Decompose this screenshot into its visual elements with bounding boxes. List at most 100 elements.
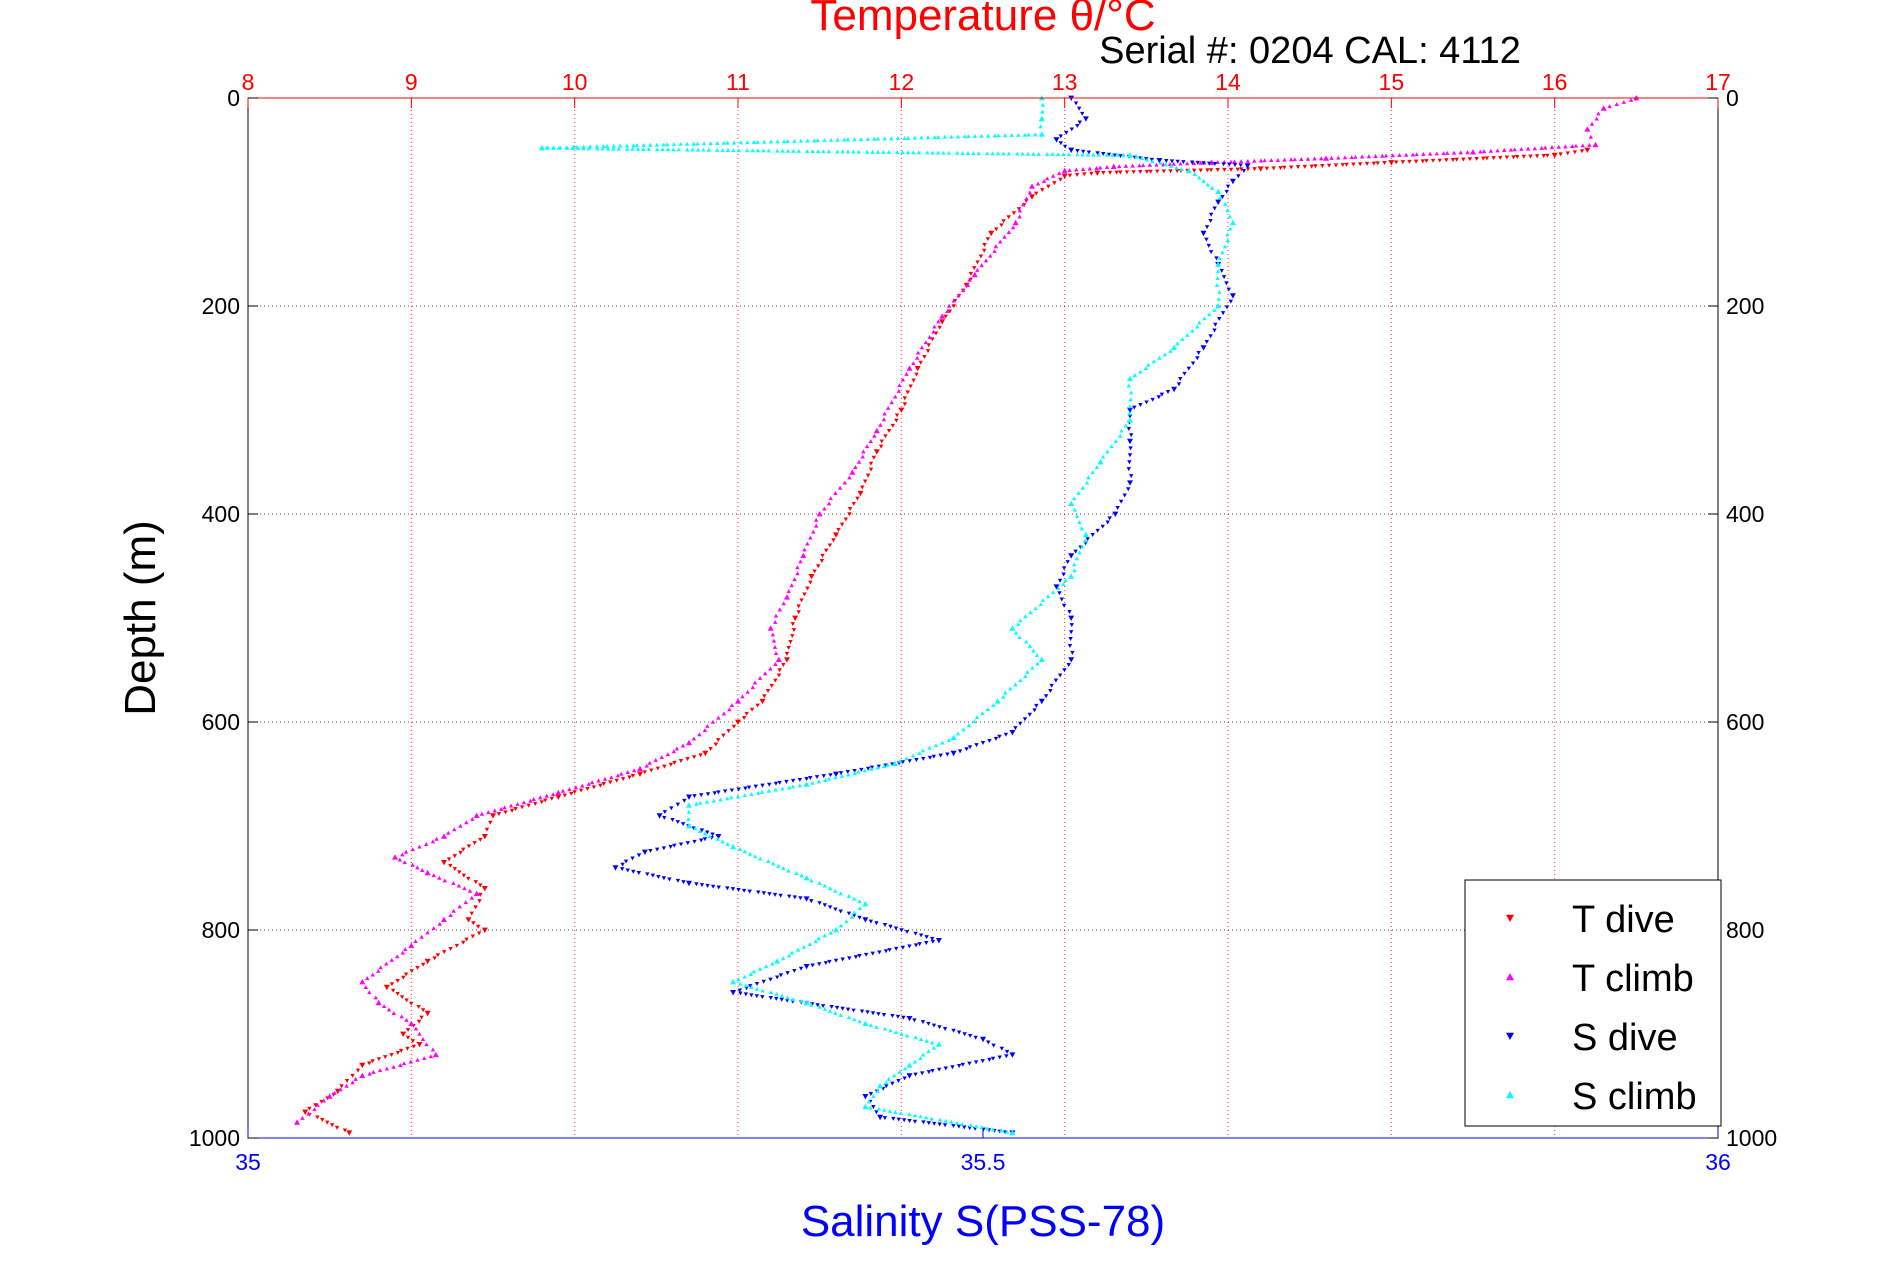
t-climb-marker <box>1556 144 1561 149</box>
t-dive-marker <box>415 965 420 970</box>
t-dive-marker <box>847 507 853 511</box>
s-climb-marker <box>1008 686 1013 691</box>
s-climb-marker <box>992 133 998 138</box>
s-dive-marker <box>827 959 832 964</box>
s-dive-marker <box>1061 572 1066 577</box>
s-climb-marker <box>882 1026 888 1031</box>
t-dive-marker <box>526 803 531 808</box>
t-dive-marker <box>672 760 677 765</box>
s-climb-marker <box>971 151 976 156</box>
t-dive-marker <box>1313 164 1318 169</box>
t-dive-marker <box>1579 149 1585 154</box>
s-climb-marker <box>923 1115 929 1120</box>
t-climb-point <box>735 698 741 704</box>
s-dive-marker <box>1226 287 1231 292</box>
t-climb-marker <box>680 743 686 748</box>
t-dive-marker <box>572 790 577 795</box>
s-dive-marker <box>902 1076 907 1081</box>
t-climb-marker <box>1336 155 1341 160</box>
s-climb-point <box>1127 152 1133 158</box>
t-dive-marker <box>715 738 721 743</box>
s-dive-marker <box>914 758 919 762</box>
s-climb-marker <box>925 135 931 140</box>
s-dive-marker <box>991 1043 996 1048</box>
s-climb-marker <box>1105 152 1110 157</box>
t-dive-marker <box>1400 160 1406 165</box>
s-dive-marker <box>895 1014 901 1019</box>
t-climb-marker <box>413 939 418 944</box>
t-dive-marker <box>448 946 453 951</box>
s-climb-marker <box>856 149 861 154</box>
s-climb-marker <box>725 148 731 152</box>
s-climb-marker <box>961 727 966 732</box>
t-dive-point <box>383 984 390 991</box>
t-dive-marker <box>446 857 452 862</box>
t-dive-marker <box>802 592 807 597</box>
s-climb-marker <box>1090 470 1095 475</box>
t-dive-marker <box>786 645 791 650</box>
t-dive-legend-marker <box>1506 914 1514 922</box>
s-climb-marker <box>980 711 985 716</box>
s-climb-marker <box>752 854 758 859</box>
s-dive-point <box>980 1036 986 1043</box>
s-climb-point <box>1009 625 1016 631</box>
s-dive-marker <box>942 1123 948 1128</box>
t-dive-marker <box>982 242 987 247</box>
s-dive-marker <box>737 988 743 993</box>
t-dive-marker <box>458 850 463 855</box>
t-dive-point <box>359 1062 366 1069</box>
s-climb-marker <box>1033 606 1038 611</box>
s-dive-point <box>862 1094 869 1100</box>
temperature-tick-label: 13 <box>1052 69 1078 95</box>
t-dive-marker <box>1046 184 1051 189</box>
s-climb-marker <box>882 1107 887 1112</box>
s-climb-marker <box>797 783 803 788</box>
t-dive-marker <box>1058 177 1063 182</box>
t-climb-marker <box>1366 154 1372 159</box>
s-climb-marker <box>1022 132 1028 137</box>
t-climb-marker <box>795 565 800 570</box>
t-climb-marker <box>833 491 838 495</box>
t-climb-marker <box>410 847 415 852</box>
s-climb-marker <box>911 150 916 155</box>
s-climb-marker <box>671 142 677 147</box>
t-dive-marker <box>1089 171 1094 176</box>
s-climb-marker <box>946 738 952 742</box>
s-climb-marker <box>1110 152 1115 157</box>
s-climb-marker <box>781 866 786 871</box>
t-climb-marker <box>1488 148 1493 153</box>
t-dive-marker <box>1358 162 1363 167</box>
s-dive-marker <box>859 767 864 772</box>
t-dive-marker <box>416 1004 421 1009</box>
t-dive-marker <box>1430 158 1436 163</box>
s-climb-point <box>730 843 737 850</box>
s-climb-marker <box>974 1124 979 1129</box>
t-dive-marker <box>922 354 927 359</box>
t-dive-marker <box>1016 207 1022 212</box>
s-climb-marker <box>893 1030 899 1035</box>
s-dive-marker <box>675 820 681 825</box>
t-climb-marker <box>589 780 595 785</box>
t-climb-point <box>441 833 447 839</box>
s-dive-marker <box>636 853 642 858</box>
t-climb-point <box>1470 149 1476 155</box>
s-climb-marker <box>742 974 747 979</box>
t-climb-marker <box>469 895 475 900</box>
t-climb-marker <box>437 921 442 926</box>
s-climb-marker <box>759 789 765 794</box>
s-climb-point <box>803 999 810 1006</box>
t-dive-marker <box>389 1053 394 1057</box>
t-dive-marker <box>824 548 829 553</box>
s-dive-marker <box>736 787 741 792</box>
s-dive-marker <box>1221 162 1226 167</box>
t-dive-point <box>1257 166 1264 172</box>
t-climb-marker <box>1035 181 1041 186</box>
t-dive-marker <box>334 1125 340 1130</box>
s-climb-marker <box>1129 390 1134 395</box>
t-dive-marker <box>454 943 460 948</box>
t-climb-marker <box>967 277 972 282</box>
s-climb-marker <box>1158 160 1163 165</box>
t-climb-point <box>424 869 431 876</box>
t-dive-marker <box>1282 165 1287 170</box>
s-dive-marker <box>827 905 833 910</box>
